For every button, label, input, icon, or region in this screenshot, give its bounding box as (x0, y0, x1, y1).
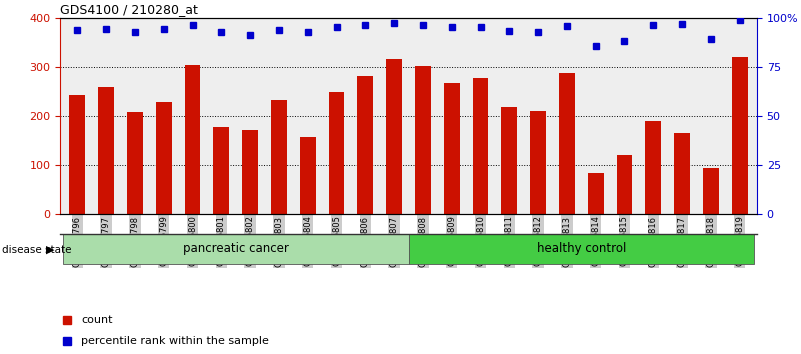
Text: GDS4100 / 210280_at: GDS4100 / 210280_at (60, 3, 198, 16)
Bar (99, 87, 114, 214)
Text: percentile rank within the sample: percentile rank within the sample (81, 336, 269, 346)
Text: healthy control: healthy control (537, 242, 626, 255)
Text: pancreatic cancer: pancreatic cancer (183, 242, 288, 255)
Bar (473, 78, 489, 214)
Bar (242, 130, 258, 214)
Bar (559, 73, 575, 214)
Bar (444, 82, 460, 214)
Bar (386, 59, 402, 214)
Bar (530, 111, 546, 214)
Bar (501, 107, 517, 214)
Bar (271, 100, 287, 214)
Bar (213, 127, 229, 214)
Bar (127, 113, 143, 214)
Bar (732, 57, 747, 214)
Text: count: count (81, 315, 112, 325)
Bar (156, 102, 171, 214)
Bar (415, 66, 431, 214)
Bar (409, 234, 754, 264)
Bar (70, 95, 85, 214)
Bar (588, 173, 604, 214)
Text: ▶: ▶ (46, 245, 54, 255)
Bar (357, 76, 373, 214)
Bar (646, 121, 661, 214)
Bar (703, 167, 718, 214)
Text: disease state: disease state (2, 245, 71, 255)
Bar (63, 234, 409, 264)
Bar (184, 65, 200, 214)
Bar (328, 92, 344, 214)
Bar (617, 155, 633, 214)
Bar (300, 137, 316, 214)
Bar (674, 133, 690, 214)
